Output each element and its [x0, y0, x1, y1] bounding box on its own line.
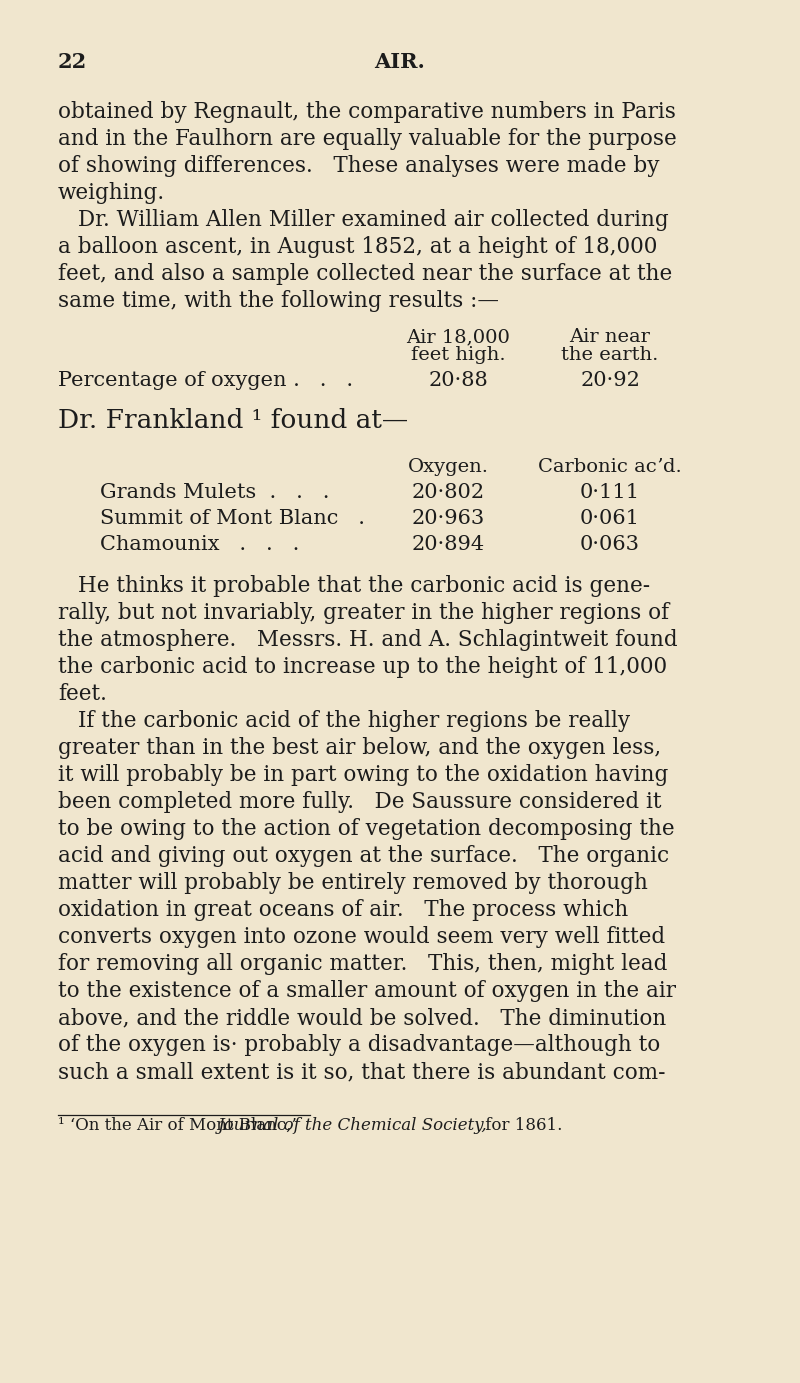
Text: and in the Faulhorn are equally valuable for the purpose: and in the Faulhorn are equally valuable…	[58, 129, 677, 149]
Text: Grands Mulets  .   .   .: Grands Mulets . . .	[100, 483, 336, 502]
Text: Oxygen.: Oxygen.	[407, 458, 489, 476]
Text: Dr. William Allen Miller examined air collected during: Dr. William Allen Miller examined air co…	[78, 209, 669, 231]
Text: the carbonic acid to increase up to the height of 11,000: the carbonic acid to increase up to the …	[58, 656, 667, 678]
Text: of the oxygen is· probably a disadvantage—although to: of the oxygen is· probably a disadvantag…	[58, 1034, 660, 1057]
Text: 0·111: 0·111	[580, 483, 640, 502]
Text: ¹ ‘On the Air of Mont Blanc,’: ¹ ‘On the Air of Mont Blanc,’	[58, 1117, 302, 1134]
Text: to the existence of a smaller amount of oxygen in the air: to the existence of a smaller amount of …	[58, 981, 676, 1003]
Text: Dr. Frankland ¹ found at—: Dr. Frankland ¹ found at—	[58, 408, 408, 433]
Text: weighing.: weighing.	[58, 183, 165, 205]
Text: been completed more fully.   De Saussure considered it: been completed more fully. De Saussure c…	[58, 791, 662, 813]
Text: obtained by Regnault, the comparative numbers in Paris: obtained by Regnault, the comparative nu…	[58, 101, 676, 123]
Text: 0·063: 0·063	[580, 535, 640, 555]
Text: the atmosphere.   Messrs. H. and A. Schlagintweit found: the atmosphere. Messrs. H. and A. Schlag…	[58, 629, 678, 651]
Text: 20·92: 20·92	[580, 371, 640, 390]
Text: for 1861.: for 1861.	[480, 1117, 562, 1134]
Text: He thinks it probable that the carbonic acid is gene-: He thinks it probable that the carbonic …	[78, 575, 650, 597]
Text: 20·894: 20·894	[411, 535, 485, 555]
Text: greater than in the best air below, and the oxygen less,: greater than in the best air below, and …	[58, 737, 661, 759]
Text: above, and the riddle would be solved.   The diminution: above, and the riddle would be solved. T…	[58, 1007, 666, 1029]
Text: Carbonic acʼd.: Carbonic acʼd.	[538, 458, 682, 476]
Text: rally, but not invariably, greater in the higher regions of: rally, but not invariably, greater in th…	[58, 602, 669, 624]
Text: If the carbonic acid of the higher regions be really: If the carbonic acid of the higher regio…	[78, 709, 630, 732]
Text: the earth.: the earth.	[562, 346, 658, 364]
Text: converts oxygen into ozone would seem very well fitted: converts oxygen into ozone would seem ve…	[58, 927, 665, 947]
Text: matter will probably be entirely removed by thorough: matter will probably be entirely removed…	[58, 873, 648, 893]
Text: for removing all organic matter.   This, then, might lead: for removing all organic matter. This, t…	[58, 953, 667, 975]
Text: feet high.: feet high.	[410, 346, 506, 364]
Text: 22: 22	[58, 53, 87, 72]
Text: same time, with the following results :—: same time, with the following results :—	[58, 290, 499, 313]
Text: AIR.: AIR.	[374, 53, 426, 72]
Text: Air near: Air near	[570, 328, 650, 346]
Text: such a small extent is it so, that there is abundant com-: such a small extent is it so, that there…	[58, 1061, 666, 1083]
Text: Summit of Mont Blanc   .: Summit of Mont Blanc .	[100, 509, 372, 528]
Text: 0·061: 0·061	[580, 509, 640, 528]
Text: acid and giving out oxygen at the surface.   The organic: acid and giving out oxygen at the surfac…	[58, 845, 669, 867]
Text: 20·963: 20·963	[411, 509, 485, 528]
Text: 20·802: 20·802	[411, 483, 485, 502]
Text: a balloon ascent, in August 1852, at a height of 18,000: a balloon ascent, in August 1852, at a h…	[58, 236, 658, 259]
Text: Chamounix   .   .   .: Chamounix . . .	[100, 535, 306, 555]
Text: of showing differences.   These analyses were made by: of showing differences. These analyses w…	[58, 155, 659, 177]
Text: oxidation in great oceans of air.   The process which: oxidation in great oceans of air. The pr…	[58, 899, 628, 921]
Text: 20·88: 20·88	[428, 371, 488, 390]
Text: Air 18,000: Air 18,000	[406, 328, 510, 346]
Text: it will probably be in part owing to the oxidation having: it will probably be in part owing to the…	[58, 763, 668, 786]
Text: Journal of the Chemical Society,: Journal of the Chemical Society,	[218, 1117, 488, 1134]
Text: feet.: feet.	[58, 683, 107, 705]
Text: feet, and also a sample collected near the surface at the: feet, and also a sample collected near t…	[58, 263, 672, 285]
Text: to be owing to the action of vegetation decomposing the: to be owing to the action of vegetation …	[58, 817, 674, 839]
Text: Percentage of oxygen .   .   .: Percentage of oxygen . . .	[58, 371, 360, 390]
